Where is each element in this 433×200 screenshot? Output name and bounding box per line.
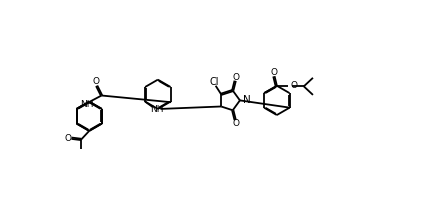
- Text: O: O: [233, 73, 240, 82]
- Text: O: O: [290, 81, 297, 90]
- Text: NH: NH: [150, 105, 163, 114]
- Text: O: O: [64, 134, 71, 143]
- Text: O: O: [93, 77, 100, 86]
- Text: N: N: [243, 95, 251, 105]
- Text: NH: NH: [80, 100, 94, 109]
- Text: O: O: [233, 119, 240, 128]
- Text: Cl: Cl: [210, 77, 219, 87]
- Text: O: O: [270, 68, 277, 77]
